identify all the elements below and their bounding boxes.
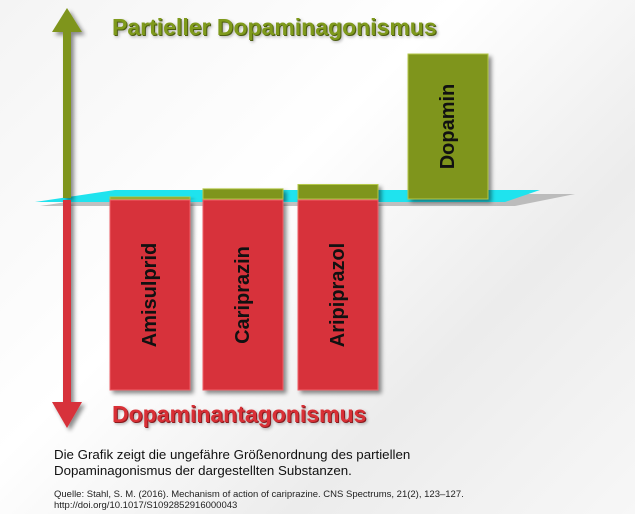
antagonism-title: Dopaminantagonismus bbox=[112, 401, 367, 427]
source-line-1: Quelle: Stahl, S. M. (2016). Mechanism o… bbox=[54, 489, 464, 500]
agonism-title: Partieller Dopaminagonismus bbox=[112, 14, 437, 40]
bar-label-cariprazin: Cariprazin bbox=[232, 246, 254, 344]
antagonism-bar-amisulprid bbox=[109, 199, 191, 391]
description: Die Grafik zeigt die ungefähre Größenord… bbox=[54, 447, 411, 478]
source-citation: Quelle: Stahl, S. M. (2016). Mechanism o… bbox=[54, 489, 574, 511]
agonism-arrow bbox=[52, 8, 82, 198]
antagonism-bar-aripiprazol bbox=[297, 199, 379, 391]
agonism-bar-amisulprid bbox=[109, 196, 191, 200]
agonism-bar-aripiprazol bbox=[297, 184, 379, 200]
bar-label-aripiprazol: Aripiprazol bbox=[327, 243, 349, 347]
bar-label-dopamin: Dopamin bbox=[437, 84, 459, 170]
source-line-2: http://doi.org/10.1017/S1092852916000043 bbox=[54, 500, 238, 511]
agonism-bar-dopamin bbox=[407, 53, 489, 200]
agonism-bar-cariprazin bbox=[202, 188, 284, 200]
antagonism-bar-cariprazin bbox=[202, 199, 284, 391]
bar-label-amisulprid: Amisulprid bbox=[139, 243, 161, 347]
antagonism-arrow bbox=[52, 200, 82, 428]
